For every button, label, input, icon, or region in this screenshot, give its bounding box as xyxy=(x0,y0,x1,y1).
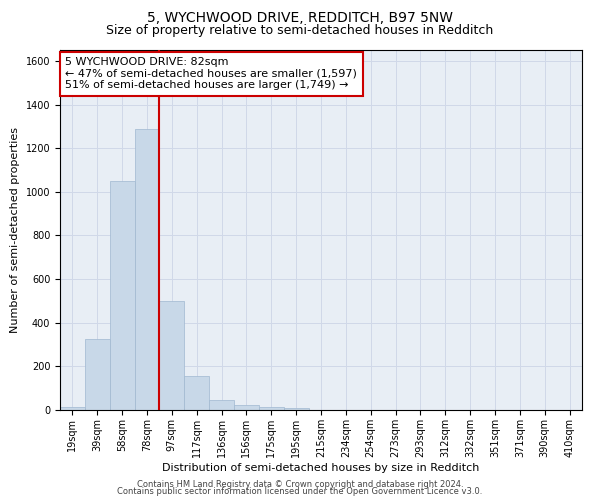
Bar xyxy=(234,404,259,410)
Bar xyxy=(60,406,85,410)
Bar xyxy=(134,128,160,410)
Bar xyxy=(160,301,184,410)
Text: 5, WYCHWOOD DRIVE, REDDITCH, B97 5NW: 5, WYCHWOOD DRIVE, REDDITCH, B97 5NW xyxy=(147,12,453,26)
Bar xyxy=(259,408,284,410)
Y-axis label: Number of semi-detached properties: Number of semi-detached properties xyxy=(10,127,20,333)
Bar xyxy=(184,376,209,410)
Bar xyxy=(209,400,234,410)
Bar xyxy=(284,408,308,410)
Text: Size of property relative to semi-detached houses in Redditch: Size of property relative to semi-detach… xyxy=(106,24,494,37)
X-axis label: Distribution of semi-detached houses by size in Redditch: Distribution of semi-detached houses by … xyxy=(163,462,479,472)
Text: 5 WYCHWOOD DRIVE: 82sqm
← 47% of semi-detached houses are smaller (1,597)
51% of: 5 WYCHWOOD DRIVE: 82sqm ← 47% of semi-de… xyxy=(65,57,357,90)
Bar xyxy=(85,339,110,410)
Text: Contains public sector information licensed under the Open Government Licence v3: Contains public sector information licen… xyxy=(118,488,482,496)
Text: Contains HM Land Registry data © Crown copyright and database right 2024.: Contains HM Land Registry data © Crown c… xyxy=(137,480,463,489)
Bar xyxy=(110,181,134,410)
